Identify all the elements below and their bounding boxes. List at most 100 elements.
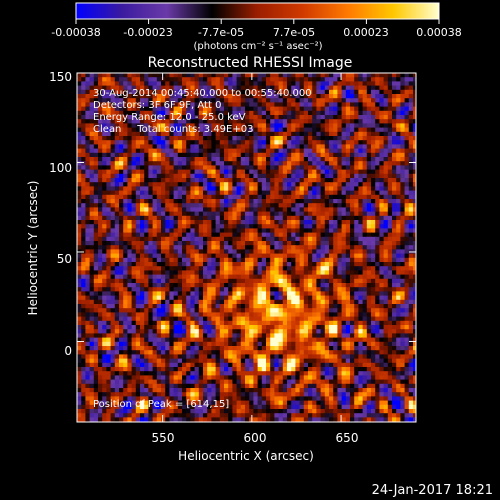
heatmap-cell: [320, 89, 326, 95]
heatmap-cell: [375, 131, 380, 137]
heatmap-cell: [98, 178, 103, 183]
heatmap-cell: [106, 207, 111, 212]
heatmap-cell: [219, 224, 225, 229]
heatmap-cell: [358, 224, 363, 229]
heatmap-cell: [375, 266, 380, 271]
heatmap-cell: [249, 186, 254, 191]
heatmap-cell: [215, 190, 221, 196]
heatmap-cell: [93, 215, 99, 221]
heatmap-cell: [408, 194, 414, 200]
heatmap-cell: [362, 308, 368, 313]
heatmap-cell: [177, 224, 183, 229]
heatmap-cell: [392, 207, 397, 212]
heatmap-cell: [404, 136, 410, 141]
heatmap-cell: [236, 161, 242, 166]
heatmap-cell: [114, 295, 120, 301]
heatmap-cell: [282, 161, 288, 166]
heatmap-cell: [198, 136, 204, 141]
heatmap-cell: [257, 106, 263, 112]
heatmap-cell: [253, 278, 258, 284]
heatmap-cell: [89, 278, 95, 284]
heatmap-cell: [190, 140, 195, 145]
heatmap-cell: [156, 291, 162, 296]
heatmap-cell: [106, 283, 111, 288]
heatmap-cell: [211, 224, 216, 229]
heatmap-cell: [106, 157, 111, 162]
heatmap-cell: [387, 98, 393, 103]
heatmap-cell: [274, 157, 279, 162]
heatmap-cell: [232, 295, 237, 301]
heatmap-cell: [408, 308, 414, 313]
heatmap-cell: [177, 89, 183, 95]
heatmap-cell: [345, 320, 351, 326]
heatmap-cell: [387, 299, 393, 305]
heatmap-cell: [413, 325, 416, 330]
heatmap-cell: [299, 106, 305, 112]
heatmap-cell: [324, 148, 330, 154]
heatmap-cell: [358, 299, 363, 305]
heatmap-cell: [148, 257, 153, 263]
heatmap-cell: [266, 220, 271, 225]
heatmap-cell: [287, 115, 292, 120]
heatmap-cell: [135, 220, 141, 225]
heatmap-cell: [282, 115, 288, 120]
heatmap-cell: [236, 325, 242, 330]
heatmap-cell: [114, 127, 120, 133]
heatmap-cell: [404, 283, 410, 288]
heatmap-cell: [379, 245, 384, 250]
heatmap-cell: [144, 85, 149, 91]
heatmap-cell: [396, 131, 401, 137]
heatmap-cell: [375, 98, 380, 103]
heatmap-cell: [190, 291, 195, 296]
heatmap-cell: [203, 102, 208, 107]
heatmap-cell: [316, 215, 321, 221]
heatmap-cell: [333, 119, 338, 124]
heatmap-cell: [219, 119, 225, 124]
heatmap-cell: [236, 262, 242, 267]
heatmap-cell: [266, 308, 271, 313]
heatmap-cell: [102, 241, 107, 246]
heatmap-cell: [257, 304, 263, 309]
heatmap-cell: [345, 182, 351, 187]
heatmap-cell: [329, 245, 334, 250]
heatmap-cell: [131, 123, 137, 128]
heatmap-cell: [194, 270, 200, 275]
heatmap-cell: [81, 266, 86, 271]
heatmap-cell: [270, 215, 275, 221]
heatmap-cell: [190, 257, 195, 263]
heatmap-cell: [156, 123, 162, 128]
heatmap-cell: [219, 94, 225, 99]
heatmap-cell: [337, 194, 342, 200]
heatmap-cell: [240, 211, 246, 217]
heatmap-cell: [152, 131, 158, 137]
heatmap-cell: [257, 94, 263, 99]
heatmap-cell: [219, 190, 225, 196]
heatmap-cell: [190, 299, 195, 305]
heatmap-cell: [308, 278, 313, 284]
heatmap-cell: [261, 140, 267, 145]
heatmap-cell: [236, 304, 242, 309]
heatmap-cell: [282, 140, 288, 145]
heatmap-cell: [299, 325, 305, 330]
heatmap-cell: [354, 110, 359, 116]
heatmap-cell: [400, 173, 405, 179]
heatmap-cell: [266, 199, 271, 204]
heatmap-cell: [257, 161, 263, 166]
heatmap-cell: [140, 161, 145, 166]
heatmap-cell: [337, 316, 342, 322]
heatmap-cell: [89, 89, 95, 95]
heatmap-cell: [156, 241, 162, 246]
heatmap-cell: [182, 291, 187, 296]
heatmap-cell: [366, 140, 372, 145]
heatmap-cell: [140, 270, 145, 275]
heatmap-cell: [177, 253, 183, 259]
heatmap-cell: [215, 215, 221, 221]
heatmap-cell: [291, 312, 296, 317]
heatmap-cell: [358, 169, 363, 175]
heatmap-cell: [131, 224, 137, 229]
heatmap-cell: [215, 283, 221, 288]
heatmap-cell: [249, 236, 254, 242]
heatmap-cell: [127, 291, 132, 296]
heatmap-cell: [249, 144, 254, 149]
heatmap-cell: [186, 249, 191, 254]
